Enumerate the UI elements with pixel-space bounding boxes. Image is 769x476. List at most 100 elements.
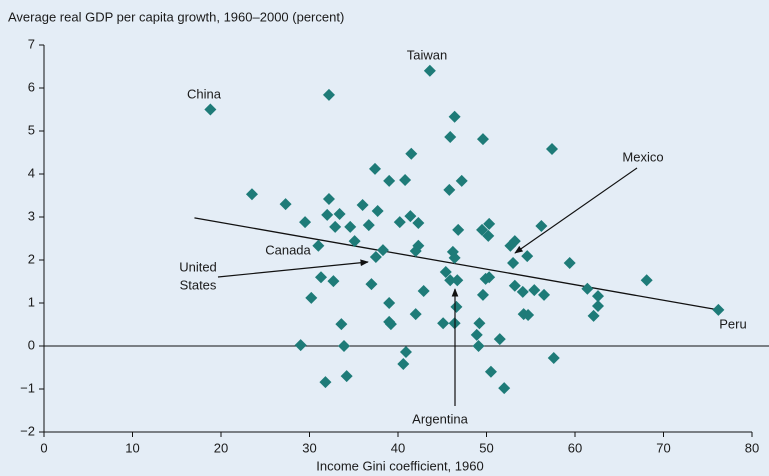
point — [592, 300, 605, 313]
point — [545, 143, 558, 156]
point — [405, 147, 418, 160]
point — [299, 216, 312, 229]
point — [399, 346, 412, 359]
y-tick-label: 7 — [28, 36, 35, 51]
point — [399, 174, 412, 187]
annotation: United — [179, 259, 217, 274]
point — [348, 235, 361, 248]
point — [476, 288, 489, 301]
annotation-arrow — [514, 167, 638, 254]
point — [473, 317, 486, 330]
annotation: China — [187, 86, 222, 101]
point — [340, 370, 353, 383]
x-tick-label: 20 — [214, 440, 228, 455]
annotation: Taiwan — [407, 47, 447, 62]
point — [483, 271, 496, 284]
point — [322, 192, 335, 205]
trend-line — [194, 217, 719, 311]
point — [504, 239, 517, 252]
point — [397, 358, 410, 371]
annotation: Argentina — [412, 411, 468, 426]
point — [423, 64, 436, 77]
point — [444, 274, 457, 287]
x-tick-label: 40 — [391, 440, 405, 455]
point — [393, 216, 406, 229]
point — [417, 284, 430, 297]
point — [338, 340, 351, 352]
point — [587, 309, 600, 322]
point — [362, 219, 375, 232]
point — [322, 88, 335, 101]
point — [482, 229, 495, 242]
y-tick-label: 6 — [28, 79, 35, 94]
point — [484, 365, 497, 378]
annotation-arrow — [217, 259, 369, 278]
point — [476, 133, 489, 146]
x-tick-label: 80 — [745, 440, 759, 455]
point — [333, 207, 346, 220]
annotation: Canada — [265, 242, 311, 257]
point — [521, 250, 534, 263]
point — [498, 382, 511, 395]
point — [493, 333, 506, 346]
y-tick-label: −1 — [20, 380, 35, 395]
point — [538, 288, 551, 301]
chart-title: Average real GDP per capita growth, 1960… — [8, 9, 344, 24]
x-tick-label: 0 — [40, 440, 47, 455]
point — [516, 285, 529, 298]
point — [455, 174, 468, 187]
y-tick-label: 0 — [28, 337, 35, 352]
y-tick-label: 1 — [28, 294, 35, 309]
x-tick-label: 50 — [479, 440, 493, 455]
point — [384, 318, 397, 331]
point — [472, 340, 485, 352]
point — [245, 188, 258, 201]
point — [547, 352, 560, 365]
point — [448, 251, 461, 264]
point — [409, 308, 422, 321]
point — [448, 110, 461, 123]
point — [483, 217, 496, 230]
annotation: Mexico — [622, 149, 663, 164]
point — [365, 278, 378, 291]
point — [356, 198, 369, 211]
y-tick-label: 5 — [28, 122, 35, 137]
x-tick-label: 70 — [656, 440, 670, 455]
point — [404, 210, 417, 223]
point — [369, 250, 382, 263]
x-tick-label: 10 — [125, 440, 139, 455]
point — [507, 257, 520, 270]
point — [452, 223, 465, 236]
point — [294, 339, 307, 352]
point — [640, 274, 653, 287]
point — [563, 257, 576, 270]
point — [376, 244, 389, 257]
point — [305, 291, 318, 304]
point — [204, 103, 217, 116]
y-tick-label: 3 — [28, 208, 35, 223]
x-axis-label: Income Gini coefficient, 1960 — [316, 458, 483, 473]
point — [444, 131, 457, 144]
point — [335, 318, 348, 331]
point — [412, 217, 425, 230]
point — [451, 274, 464, 287]
point — [383, 174, 396, 187]
x-tick-label: 60 — [568, 440, 582, 455]
annotation: Peru — [719, 316, 746, 331]
point — [439, 266, 452, 279]
x-tick-label: 30 — [302, 440, 316, 455]
y-tick-label: 2 — [28, 251, 35, 266]
point — [508, 279, 521, 292]
point — [327, 275, 340, 288]
point — [581, 282, 594, 295]
point — [409, 244, 422, 257]
point — [592, 290, 605, 303]
point — [470, 328, 483, 341]
point — [344, 220, 357, 233]
y-tick-label: 4 — [28, 165, 35, 180]
point — [528, 284, 541, 297]
point — [450, 300, 463, 313]
point — [279, 198, 292, 211]
point — [535, 220, 548, 233]
